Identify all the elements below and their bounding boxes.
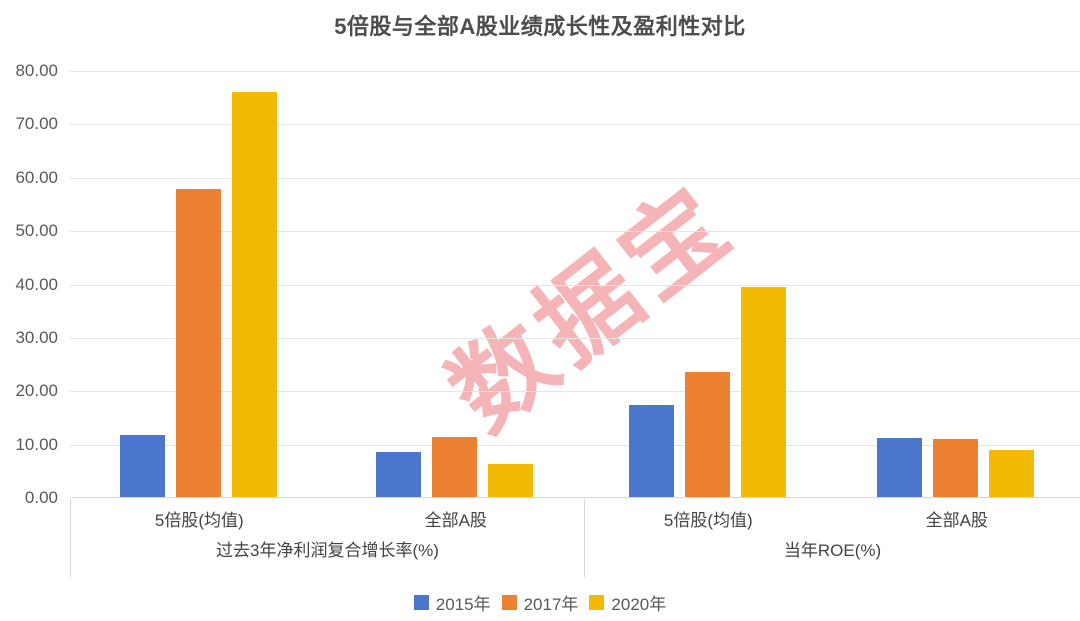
y-axis: 80.00 70.00 60.00 50.00 40.00 30.00 20.00 10.00… — [0, 0, 58, 621]
legend-label: 2017年 — [523, 595, 579, 614]
legend: 2015年 2017年 2020年 — [0, 590, 1080, 615]
legend-color-swatch — [413, 595, 429, 610]
legend-color-swatch — [501, 595, 517, 610]
legend-label: 2015年 — [435, 595, 491, 614]
legend-item: 2017年 — [501, 590, 579, 615]
bar — [628, 405, 674, 497]
bar — [376, 452, 422, 497]
y-axis-tick-label: 20.00 — [15, 381, 58, 401]
bar — [488, 464, 534, 497]
gridline — [70, 284, 1080, 286]
bar — [933, 438, 979, 497]
y-axis-tick-label: 60.00 — [15, 167, 58, 187]
chart-title: 5倍股与全部A股业绩成长性及盈利性对比 — [334, 14, 746, 39]
category-label: 全部A股 — [925, 511, 988, 530]
bar — [432, 437, 478, 497]
gridline — [70, 391, 1080, 393]
y-axis-tick-label: 30.00 — [15, 327, 58, 347]
category-label: 5倍股(均值) — [154, 511, 244, 530]
bar — [119, 435, 165, 497]
bar — [231, 92, 277, 497]
gridline — [70, 177, 1080, 179]
bar — [740, 287, 786, 497]
bar — [877, 438, 923, 497]
legend-label: 2020年 — [611, 595, 667, 614]
category-label: 5倍股(均值) — [663, 511, 753, 530]
group-label: 当年ROE(%) — [783, 541, 882, 560]
y-axis-tick-label: 40.00 — [15, 274, 58, 294]
gridline — [70, 124, 1080, 126]
gridline — [70, 337, 1080, 339]
gridline — [70, 231, 1080, 233]
group-divider — [584, 499, 585, 577]
bar — [989, 449, 1035, 497]
y-axis-tick-label: 10.00 — [15, 434, 58, 454]
gridline — [70, 71, 1080, 72]
category-label: 全部A股 — [424, 511, 487, 530]
legend-color-swatch — [589, 595, 605, 610]
y-axis-tick-label: 70.00 — [15, 114, 58, 134]
group-label: 过去3年净利润复合增长率(%) — [216, 541, 439, 560]
legend-item: 2015年 — [413, 590, 491, 615]
legend-item: 2020年 — [589, 590, 666, 615]
y-axis-tick-label: 50.00 — [15, 221, 58, 241]
bar — [684, 372, 730, 497]
gridline — [70, 444, 1080, 446]
plot-area: 数据宝 — [70, 71, 1080, 498]
x-axis-label-area: 5倍股(均值) 全部A股过去3年净利润复合增长率(%) 5倍股(均值) 全部A股当年R… — [70, 499, 1080, 577]
bar — [175, 189, 221, 497]
y-axis-tick-label: 80.00 — [15, 61, 58, 80]
y-axis-tick-label: 0.00 — [24, 488, 58, 507]
watermark: 数据宝 — [429, 164, 755, 452]
